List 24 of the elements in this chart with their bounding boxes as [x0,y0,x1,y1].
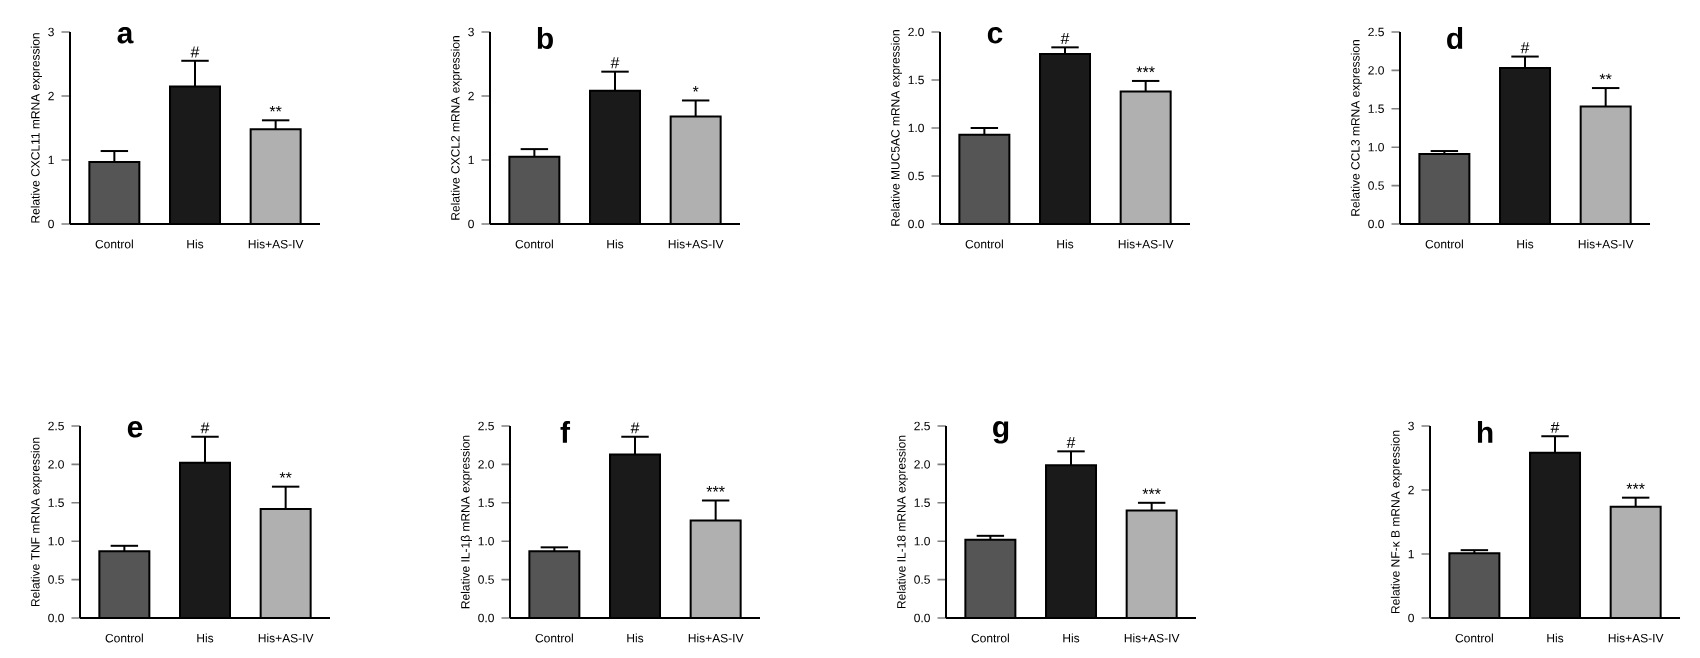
chart-title: c [987,27,1003,44]
annotation: ** [279,472,292,478]
annotation: ** [269,105,282,112]
annotation: # [1060,33,1070,44]
annotation: *** [1136,66,1155,73]
chart-title: g [993,421,1009,444]
annotation: # [1520,42,1530,54]
annotation: # [200,422,210,434]
annotation: ** [1599,73,1612,80]
annotation: # [630,422,640,434]
chart-title: h [1477,421,1493,443]
annotation: *** [1626,483,1645,489]
annotation: # [190,46,200,58]
chart-title: f [560,421,571,443]
annotation: *** [706,486,725,492]
annotation: * [692,86,699,92]
annotation: # [610,57,620,69]
annotation: # [1550,421,1560,433]
chart-title: e [127,421,143,438]
chart-title: a [117,27,134,44]
annotation: *** [1142,488,1161,494]
chart-title: d [1447,27,1463,50]
chart-title: b [537,27,553,50]
annotation: # [1066,436,1076,448]
